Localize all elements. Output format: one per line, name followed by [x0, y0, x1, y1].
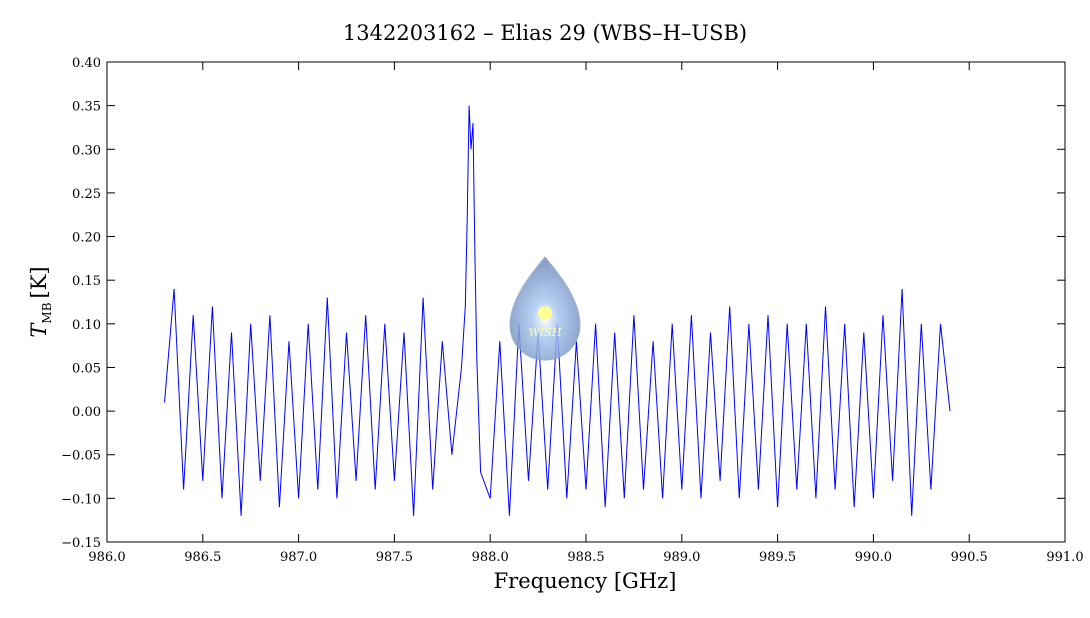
- plot-area: 986.0 986.5 987.0 987.5 988.0 988.5 989.0 989.5…: [61, 56, 1083, 565]
- logo-text: WISH: [529, 326, 562, 339]
- x-tick-label: 990.5: [951, 550, 988, 565]
- logo-star: [538, 306, 552, 320]
- y-label-sub: MB: [40, 302, 54, 323]
- plot-frame: [106, 61, 1066, 543]
- y-tick-label: −0.05: [61, 449, 101, 464]
- x-tick-label: 989.0: [663, 550, 700, 565]
- x-tick-label: 987.0: [280, 550, 317, 565]
- y-tick-label: −0.15: [61, 536, 101, 551]
- y-tick-label: 0.20: [72, 231, 101, 246]
- y-tick-label: −0.10: [61, 492, 101, 507]
- x-tick-label: 987.5: [376, 550, 413, 565]
- y-label-symbol: T: [27, 322, 51, 338]
- y-tick-label: 0.40: [72, 56, 101, 71]
- x-tick-label: 990.0: [855, 550, 892, 565]
- x-tick-label: 986.0: [88, 550, 125, 565]
- wish-logo: WISH: [509, 256, 581, 361]
- y-axis-label: TMB [K]: [27, 266, 54, 337]
- y-tick-label: 0.10: [72, 318, 101, 333]
- x-axis-label: Frequency [GHz]: [494, 569, 677, 593]
- x-tick-label: 988.5: [567, 550, 604, 565]
- y-tick-label: 0.35: [72, 100, 101, 115]
- y-tick-label: 0.25: [72, 187, 101, 202]
- spectrum-line: [164, 105, 951, 516]
- y-label-unit: [K]: [27, 266, 51, 298]
- y-tick-label: 0.15: [72, 274, 101, 289]
- x-tick-label: 989.5: [759, 550, 796, 565]
- y-tick-label: 0.00: [72, 405, 101, 420]
- chart-title: 1342203162 – Elias 29 (WBS–H–USB): [343, 21, 747, 45]
- x-tick-label: 988.0: [472, 550, 509, 565]
- x-tick-label: 991.0: [1046, 550, 1083, 565]
- x-tick-label: 986.5: [184, 550, 221, 565]
- y-tick-label: 0.30: [72, 143, 101, 158]
- y-tick-label: 0.05: [72, 361, 101, 376]
